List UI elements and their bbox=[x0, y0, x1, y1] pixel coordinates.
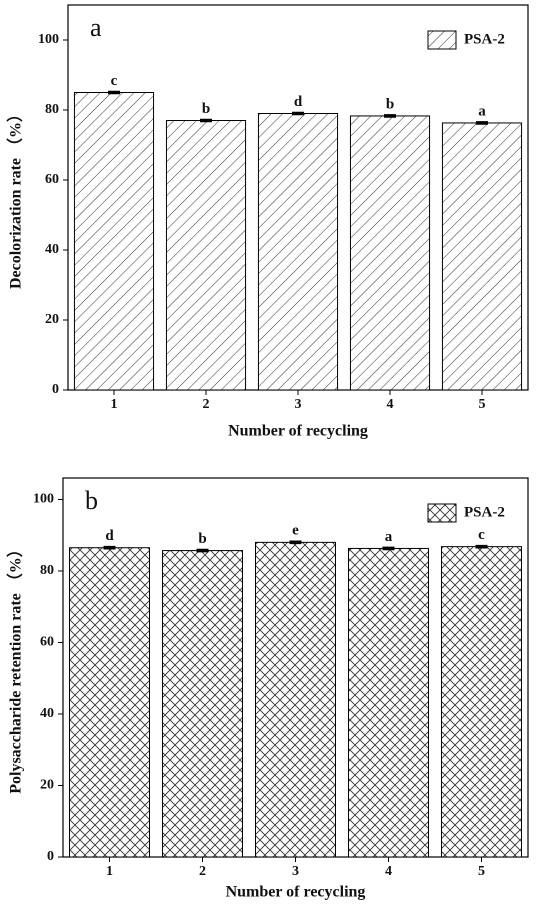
bar bbox=[162, 550, 243, 858]
error-bar bbox=[384, 114, 396, 118]
y-axis-title: Decolorization rate （%） bbox=[7, 106, 25, 289]
significance-label: b bbox=[202, 101, 210, 117]
error-bar bbox=[475, 544, 488, 549]
y-tick-label: 60 bbox=[40, 635, 54, 650]
panel-label: b bbox=[85, 486, 98, 515]
x-tick-label: 4 bbox=[385, 864, 392, 879]
y-tick-label: 60 bbox=[45, 172, 59, 187]
significance-label: a bbox=[478, 103, 486, 119]
panel-label: a bbox=[90, 13, 102, 42]
bar bbox=[348, 547, 429, 858]
y-tick-label: 40 bbox=[45, 242, 59, 257]
y-tick-label: 80 bbox=[40, 563, 54, 578]
bar bbox=[349, 115, 431, 391]
x-tick-label: 5 bbox=[479, 397, 486, 412]
y-tick-label: 0 bbox=[47, 849, 54, 864]
bar bbox=[255, 541, 336, 858]
error-bar bbox=[103, 545, 116, 550]
error-bar bbox=[200, 118, 212, 123]
error-bar bbox=[289, 540, 302, 545]
x-axis-title: Number of recycling bbox=[228, 423, 368, 440]
significance-label: c bbox=[478, 527, 485, 543]
x-tick-label: 1 bbox=[106, 864, 113, 879]
x-tick-label: 4 bbox=[387, 397, 394, 412]
x-tick-label: 3 bbox=[295, 397, 302, 412]
legend-label: PSA-2 bbox=[464, 504, 505, 520]
bar bbox=[441, 546, 522, 858]
significance-label: a bbox=[385, 529, 393, 545]
error-bar bbox=[108, 90, 120, 95]
bar bbox=[69, 547, 150, 858]
significance-label: b bbox=[198, 531, 206, 547]
legend-label: PSA-2 bbox=[464, 31, 505, 47]
y-tick-label: 100 bbox=[33, 492, 54, 507]
bar bbox=[257, 113, 339, 391]
bar bbox=[165, 120, 247, 391]
error-bar bbox=[196, 548, 209, 553]
legend-swatch bbox=[427, 30, 457, 50]
significance-label: c bbox=[111, 73, 118, 89]
bar bbox=[73, 92, 155, 391]
y-axis-title: Polysaccharide retention rate （%） bbox=[7, 541, 25, 794]
significance-label: d bbox=[294, 94, 303, 110]
y-tick-label: 100 bbox=[38, 32, 59, 47]
significance-label: d bbox=[105, 528, 114, 544]
x-tick-label: 1 bbox=[111, 397, 118, 412]
y-tick-label: 20 bbox=[45, 312, 59, 327]
x-axis-title: Number of recycling bbox=[226, 884, 366, 901]
significance-label: b bbox=[386, 96, 394, 112]
y-tick-label: 80 bbox=[45, 102, 59, 117]
x-tick-label: 2 bbox=[199, 864, 206, 879]
legend-swatch bbox=[427, 503, 457, 523]
x-tick-label: 2 bbox=[203, 397, 210, 412]
y-tick-label: 20 bbox=[40, 778, 54, 793]
x-tick-label: 3 bbox=[292, 864, 299, 879]
error-bar bbox=[292, 111, 304, 116]
error-bar bbox=[476, 121, 488, 125]
significance-label: e bbox=[292, 523, 299, 539]
bar bbox=[441, 122, 523, 391]
error-bar bbox=[382, 546, 395, 551]
y-tick-label: 40 bbox=[40, 706, 54, 721]
y-tick-label: 0 bbox=[52, 382, 59, 397]
x-tick-label: 5 bbox=[478, 864, 485, 879]
